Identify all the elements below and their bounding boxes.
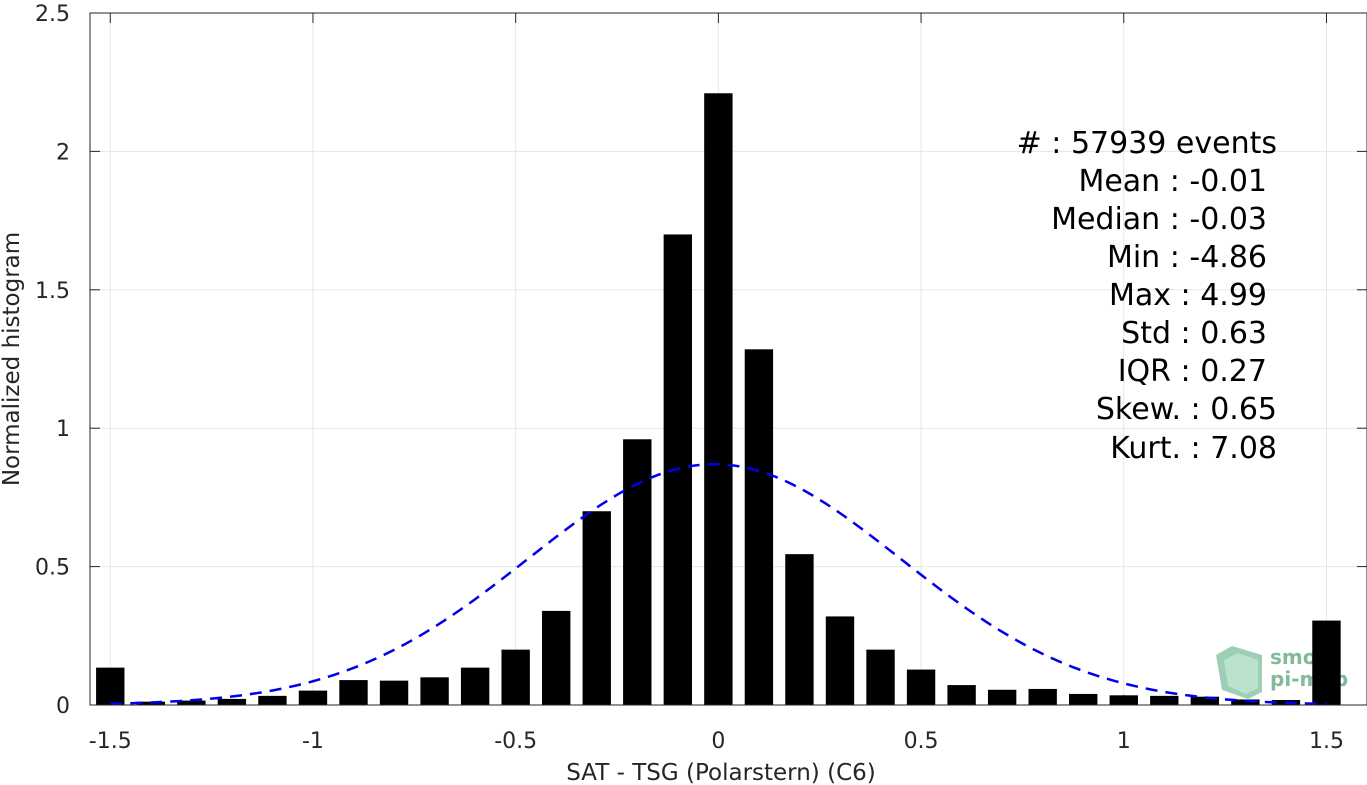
y-tick-labels: 0 0.5 1 1.5 2 2.5 xyxy=(35,2,70,719)
stat-median: Median : -0.03 xyxy=(1051,202,1267,237)
histogram-bars xyxy=(96,93,1341,706)
x-tick-label: 0 xyxy=(711,729,725,754)
histogram-bar xyxy=(1028,688,1057,705)
stat-events: # : 57939 events xyxy=(1017,126,1277,161)
stats-box: # : 57939 events Mean : -0.01 Median : -… xyxy=(1017,126,1277,466)
histogram-bar xyxy=(1069,693,1098,705)
histogram-bar xyxy=(379,680,409,705)
x-axis-label: SAT - TSG (Polarstern) (C6) xyxy=(566,760,875,785)
plot-frame xyxy=(89,12,1367,706)
y-axis-label: Normalized histogram xyxy=(0,232,25,486)
stat-iqr: IQR : 0.27 xyxy=(1118,354,1267,389)
y-tick-label: 2.5 xyxy=(35,2,70,27)
x-tick-label: -1.5 xyxy=(89,729,132,754)
x-tick-labels: -1.5 -1 -0.5 0 0.5 1 1.5 xyxy=(89,729,1344,754)
x-tick-label: -0.5 xyxy=(494,729,537,754)
histogram-bar xyxy=(825,616,855,705)
histogram-bar xyxy=(704,93,733,706)
histogram-bar xyxy=(906,669,936,705)
y-tick-label: 1.5 xyxy=(35,279,70,304)
stat-min: Min : -4.86 xyxy=(1107,240,1267,275)
histogram-bar xyxy=(339,680,368,705)
x-tick-label: 1.5 xyxy=(1309,729,1344,754)
histogram-bar xyxy=(947,685,976,705)
histogram-bar xyxy=(1109,695,1138,705)
stat-max: Max : 4.99 xyxy=(1109,278,1267,313)
histogram-bar xyxy=(987,689,1017,705)
y-tick-label: 0 xyxy=(56,694,70,719)
histogram-bar xyxy=(1312,620,1341,705)
stat-kurt: Kurt. : 7.08 xyxy=(1110,431,1277,466)
histogram-bar xyxy=(623,439,652,705)
histogram-bar xyxy=(217,698,247,705)
histogram-bar xyxy=(542,610,571,705)
normal-fit-curve xyxy=(110,462,1327,706)
histogram-bar xyxy=(420,677,449,705)
y-tick-label: 1 xyxy=(56,417,70,442)
stat-mean: Mean : -0.01 xyxy=(1078,164,1267,199)
histogram-bar xyxy=(177,700,206,705)
histogram-bar xyxy=(96,667,125,705)
y-tick-label: 0.5 xyxy=(35,556,70,581)
logo-wave-inner xyxy=(1224,653,1258,694)
histogram-bar xyxy=(460,667,490,705)
histogram-bar xyxy=(501,649,530,705)
x-tick-label: -1 xyxy=(302,729,324,754)
histogram-bar xyxy=(1150,695,1179,705)
x-tick-label: 0.5 xyxy=(904,729,939,754)
histogram-bar xyxy=(866,649,895,705)
histogram-bar xyxy=(744,349,774,705)
histogram-bar xyxy=(1231,699,1260,705)
histogram-bar xyxy=(582,511,611,705)
stat-std: Std : 0.63 xyxy=(1121,316,1267,351)
histogram-bar xyxy=(258,695,287,705)
histogram-bar xyxy=(298,690,328,705)
histogram-bar xyxy=(785,554,814,705)
y-tick-label: 2 xyxy=(56,140,70,165)
histogram-bar xyxy=(1190,696,1220,705)
x-tick-label: 1 xyxy=(1117,729,1131,754)
stat-skew: Skew. : 0.65 xyxy=(1096,392,1277,427)
